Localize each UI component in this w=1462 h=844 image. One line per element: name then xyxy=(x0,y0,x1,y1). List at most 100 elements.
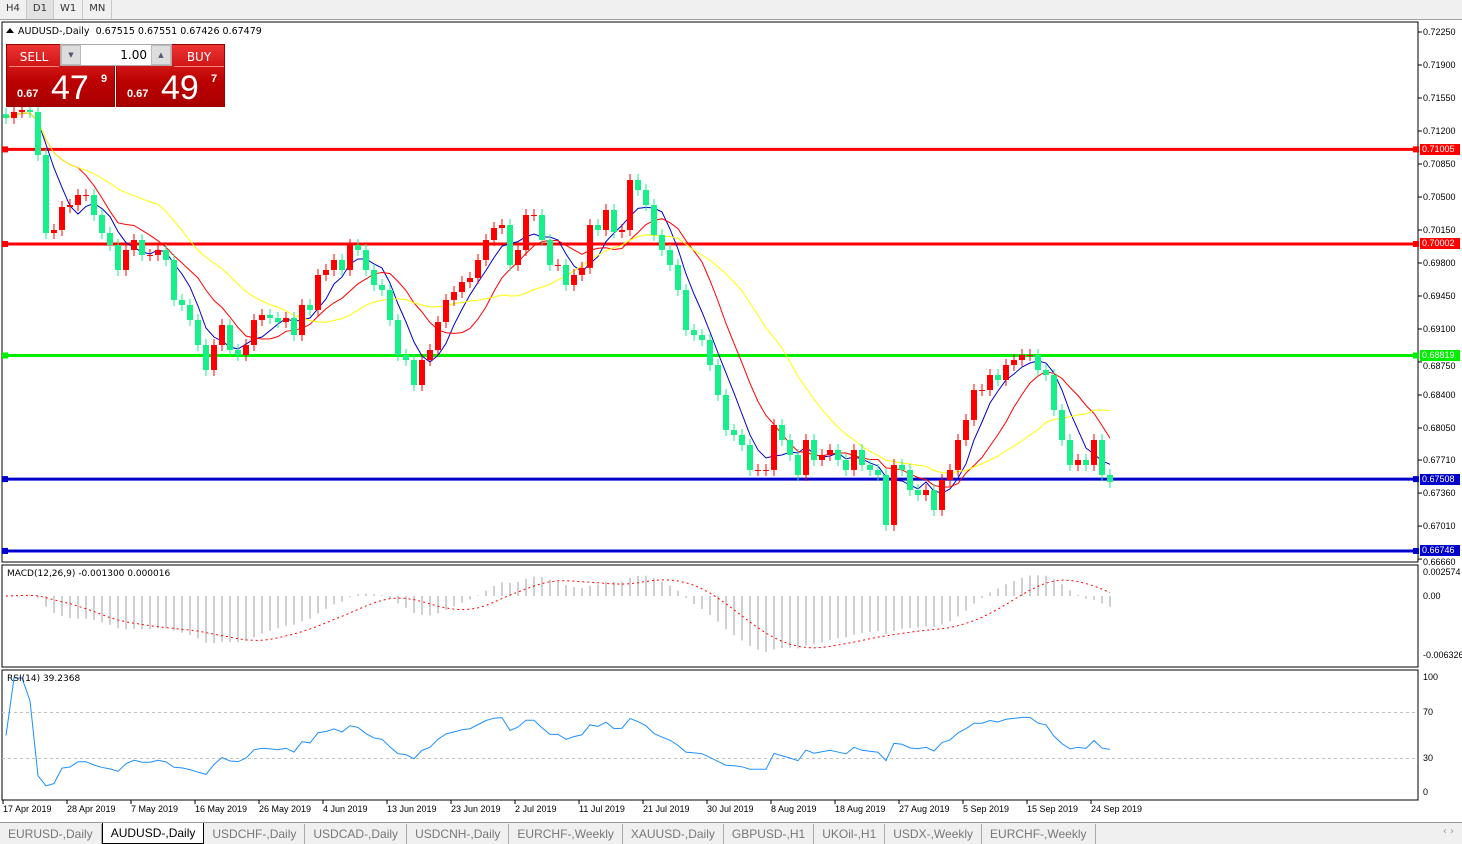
candle-body xyxy=(723,395,729,430)
candle-body xyxy=(115,244,121,270)
candle-body xyxy=(1027,355,1033,357)
tab-scroll-arrows-icon[interactable]: ‹ › xyxy=(1442,826,1454,837)
candle-body xyxy=(163,249,169,260)
symbol-tab[interactable]: AUDUSD-,Daily xyxy=(101,823,205,844)
candle-body xyxy=(59,206,65,231)
candle-body xyxy=(1075,459,1081,465)
candle-body xyxy=(147,254,153,256)
candle-body xyxy=(571,274,577,285)
symbol-tab[interactable]: UKOil-,H1 xyxy=(814,824,886,844)
symbol-label: AUDUSD-,Daily xyxy=(18,26,90,37)
hline-price-label: 0.68819 xyxy=(1420,349,1460,361)
candle-body xyxy=(939,479,945,511)
symbol-tab[interactable]: XAUUSD-,Daily xyxy=(623,824,724,844)
date-axis-label: 18 Aug 2019 xyxy=(835,804,886,814)
price-axis-label: 0.70850 xyxy=(1423,159,1456,169)
candle-body xyxy=(1043,370,1049,376)
candle-body xyxy=(603,210,609,231)
hline-price-label: 0.71005 xyxy=(1420,143,1460,155)
timeframe-w1[interactable]: W1 xyxy=(54,0,84,19)
macd-label: MACD(12,26,9) -0.001300 0.000016 xyxy=(7,569,171,579)
candle-body xyxy=(1035,355,1041,371)
macd-axis-label: 0.00 xyxy=(1423,591,1441,601)
candle-body xyxy=(923,490,929,496)
price-axis-label: 0.72250 xyxy=(1423,27,1456,37)
candle-body xyxy=(619,230,625,232)
rsi-axis-label: 0 xyxy=(1423,787,1429,797)
candle-body xyxy=(795,454,801,475)
buy-price-prefix: 0.67 xyxy=(127,88,149,100)
candle-body xyxy=(627,180,633,231)
lot-size-stepper[interactable]: ▼ 1.00 ▲ xyxy=(60,44,172,66)
candle-body xyxy=(395,320,401,356)
candle-body xyxy=(1091,439,1097,465)
collapse-triangle-icon[interactable] xyxy=(6,28,14,33)
candle-body xyxy=(1067,439,1073,465)
candle-body xyxy=(67,205,73,207)
timeframe-h4[interactable]: H4 xyxy=(0,0,27,19)
date-axis-label: 28 Apr 2019 xyxy=(67,804,116,814)
candle-body xyxy=(779,424,785,440)
price-axis-label: 0.66660 xyxy=(1423,556,1456,567)
candle-body xyxy=(267,314,273,318)
candle-body xyxy=(643,190,649,206)
price-axis-label: 0.69100 xyxy=(1423,324,1456,334)
buy-label: BUY xyxy=(174,48,224,67)
lot-size-input[interactable]: 1.00 xyxy=(81,45,151,65)
symbol-tab[interactable]: USDCHF-,Daily xyxy=(204,824,306,844)
candle-body xyxy=(19,109,25,112)
candle-body xyxy=(91,195,97,216)
candle-body xyxy=(35,111,41,156)
timeframe-mn[interactable]: MN xyxy=(83,0,113,19)
candle-body xyxy=(179,299,185,305)
price-axis-label: 0.67010 xyxy=(1423,521,1456,532)
candle-body xyxy=(987,375,993,391)
date-axis-label: 23 Jun 2019 xyxy=(451,804,501,814)
lot-increase-icon[interactable]: ▲ xyxy=(151,45,171,65)
candle-body xyxy=(203,345,209,371)
candle-body xyxy=(51,230,57,234)
candle-body xyxy=(123,249,129,270)
line-handle-icon xyxy=(1413,146,1419,153)
candle-body xyxy=(355,244,361,250)
symbol-tab[interactable]: USDX-,Weekly xyxy=(885,824,983,844)
symbol-tab[interactable]: GBPUSD-,H1 xyxy=(724,824,815,844)
candle-body xyxy=(339,259,345,270)
rsi-axis-label: 100 xyxy=(1423,672,1439,682)
candle-body xyxy=(347,244,353,270)
rsi-frame xyxy=(1,669,1419,801)
date-axis-label: 2 Jul 2019 xyxy=(515,804,557,814)
rsi-label: RSI(14) 39.2368 xyxy=(7,674,81,684)
symbol-tab[interactable]: USDCAD-,Daily xyxy=(305,824,408,844)
candle-body xyxy=(107,233,113,245)
date-axis-label: 16 May 2019 xyxy=(195,804,248,814)
symbol-tab[interactable]: USDCNH-,Daily xyxy=(407,824,510,844)
candle-body xyxy=(299,304,305,336)
candle-body xyxy=(331,259,337,270)
candle-body xyxy=(315,274,321,310)
candle-body xyxy=(387,289,393,321)
price-axis-label: 0.69800 xyxy=(1423,258,1456,268)
date-axis-label: 11 Jul 2019 xyxy=(579,804,625,814)
candle-body xyxy=(363,249,369,270)
candle-body xyxy=(1099,439,1105,475)
candle-body xyxy=(979,390,985,392)
symbol-tabs-bar: EURUSD-,Daily AUDUSD-,Daily USDCHF-,Daily U… xyxy=(0,822,1462,844)
ma-slow-line xyxy=(5,112,1111,474)
price-axis-label: 0.67360 xyxy=(1423,488,1456,499)
buy-price-big: 49 xyxy=(161,69,199,107)
price-axis-label: 0.71200 xyxy=(1423,126,1456,136)
candle-body xyxy=(587,225,593,268)
candle-body xyxy=(811,439,817,460)
timeframe-d1[interactable]: D1 xyxy=(26,0,54,19)
candle-body xyxy=(483,239,489,260)
chart-header: AUDUSD-,Daily 0.67515 0.67551 0.67426 0.… xyxy=(6,26,262,37)
symbol-tab[interactable]: EURUSD-,Daily xyxy=(0,824,102,844)
symbol-tab[interactable]: EURCHF-,Weekly xyxy=(982,824,1096,844)
lot-decrease-icon[interactable]: ▼ xyxy=(61,45,81,65)
symbol-tab[interactable]: EURCHF-,Weekly xyxy=(509,824,623,844)
candle-body xyxy=(539,215,545,240)
candle-body xyxy=(139,239,145,255)
candle-body xyxy=(3,114,9,118)
